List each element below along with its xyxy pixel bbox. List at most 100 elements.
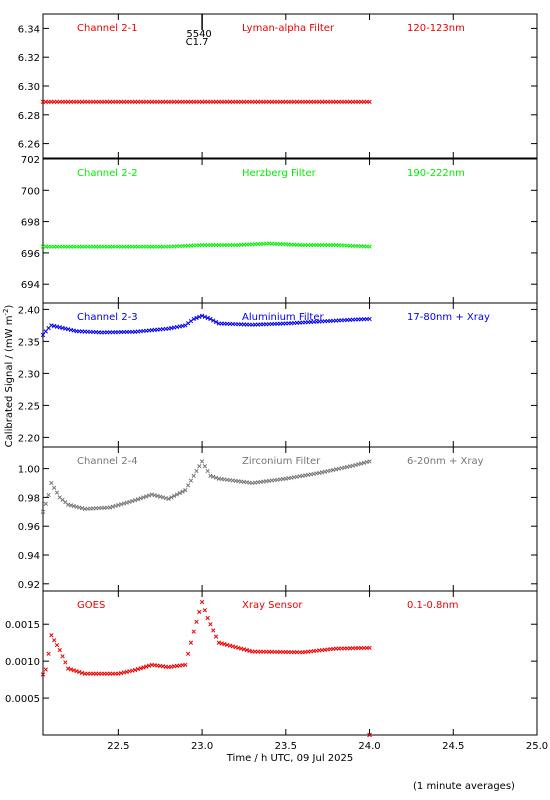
data-point [205, 615, 210, 621]
y-axis-title: Calibrated Signal / (mW m-2) [2, 305, 15, 448]
data-point [146, 663, 152, 668]
data-point [52, 638, 57, 643]
data-point [68, 667, 74, 672]
panel-2: 694 696 698 700 702 Channel 2-2 Herzberg Filte… [21, 155, 538, 304]
band-label: 6-20nm + Xray [407, 456, 484, 467]
channel-label: GOES [77, 600, 105, 611]
data-point [202, 314, 208, 320]
data-point [54, 490, 60, 495]
data-point [211, 628, 216, 633]
x-tick-label: 24.0 [358, 741, 380, 752]
data-point [135, 667, 141, 672]
data-point [40, 509, 46, 514]
data-point [77, 669, 82, 675]
data-point [180, 489, 185, 494]
y-tick-label: 2.30 [18, 369, 40, 380]
band-label: 0.1-0.8nm [407, 600, 459, 611]
data-point [185, 651, 191, 656]
data-point [79, 670, 85, 675]
panel-frame [42, 590, 538, 736]
data-point [132, 667, 138, 673]
x-tick-label: 22.5 [107, 741, 129, 752]
flare-class-label: C1.7 [186, 37, 209, 48]
data-point [197, 609, 202, 615]
x-axis-title: Time / h UTC, 09 Jul 2025 [226, 753, 354, 764]
band-label: 17-80nm + Xray [407, 312, 490, 323]
filter-label: Zirconium Filter [242, 456, 321, 467]
y-tick-label: 0.94 [18, 551, 40, 562]
end-marker [367, 732, 372, 738]
panel-frame [42, 158, 538, 304]
y-tick-label: 2.40 [18, 305, 40, 316]
panel-5: 0.0005 0.0010 0.0015 GOES Xray Sensor 0.1-0.8… [5, 590, 538, 736]
data-point [135, 497, 141, 502]
data-point [197, 314, 202, 320]
data-point [213, 634, 219, 639]
x-tick-label: 25.0 [526, 741, 548, 752]
data-point [188, 478, 194, 483]
data-point [144, 494, 149, 499]
y-tick-label: 700 [21, 186, 40, 197]
y-tick-label: 6.32 [18, 53, 40, 64]
x-tick-label: 23.5 [275, 741, 297, 752]
data-point [367, 459, 372, 464]
data-point [183, 662, 188, 667]
y-tick-label: 0.0005 [5, 694, 40, 705]
x-tick-label: 24.5 [442, 741, 464, 752]
filter-label: Lyman-alpha Filter [242, 23, 335, 34]
y-tick-label: 2.35 [18, 337, 40, 348]
data-point [367, 645, 372, 651]
data-point [141, 665, 146, 670]
y-tick-label: 6.26 [18, 140, 40, 151]
channel-label: Channel 2-3 [77, 312, 138, 323]
y-tick-label: 698 [21, 218, 40, 229]
data-point [202, 464, 208, 469]
y-tick-label: 6.30 [18, 82, 40, 93]
y-tick-label: 0.98 [18, 493, 40, 504]
data-point [183, 488, 188, 493]
filter-label: Xray Sensor [242, 600, 303, 611]
y-tick-label: 2.20 [18, 433, 40, 444]
data-point [191, 629, 196, 634]
panel-frame [42, 446, 538, 592]
data-point [138, 496, 143, 501]
data-point [208, 316, 213, 322]
data-point [141, 495, 146, 500]
data-point [46, 651, 51, 656]
y-tick-label: 696 [21, 249, 40, 260]
data-point [132, 498, 138, 503]
y-tick-label: 6.28 [18, 111, 40, 122]
x-tick-label: 23.0 [191, 741, 213, 752]
y-tick-label: 0.0015 [5, 620, 40, 631]
y-tick-label: 0.96 [18, 522, 40, 533]
data-point [177, 490, 182, 496]
data-point [174, 492, 180, 497]
y-tick-label: 0.0010 [5, 657, 40, 668]
averaging-note: (1 minute averages) [413, 781, 515, 792]
y-tick-label: 2.25 [18, 401, 40, 412]
panel-3: 2.20 2.25 2.30 2.35 2.40 Channel 2-3 Aluminium… [18, 302, 538, 448]
data-point [60, 654, 65, 659]
data-point [194, 468, 199, 474]
data-point [197, 464, 202, 469]
data-point [191, 473, 196, 478]
data-point [57, 647, 62, 653]
y-tick-label: 0.92 [18, 580, 40, 591]
panel-frame [42, 13, 538, 159]
data-point [43, 667, 48, 672]
data-point [138, 666, 143, 671]
data-point [367, 316, 372, 322]
data-point [188, 640, 194, 645]
data-point [185, 483, 191, 488]
data-point [205, 315, 210, 321]
data-point [191, 316, 196, 322]
data-point [49, 633, 54, 638]
data-point [74, 668, 79, 674]
flare-number-label: 5540 [186, 29, 211, 40]
data-point [199, 459, 205, 464]
y-tick-label: 694 [21, 280, 40, 291]
data-point [208, 622, 213, 627]
data-point [194, 315, 199, 321]
data-point [367, 244, 372, 249]
